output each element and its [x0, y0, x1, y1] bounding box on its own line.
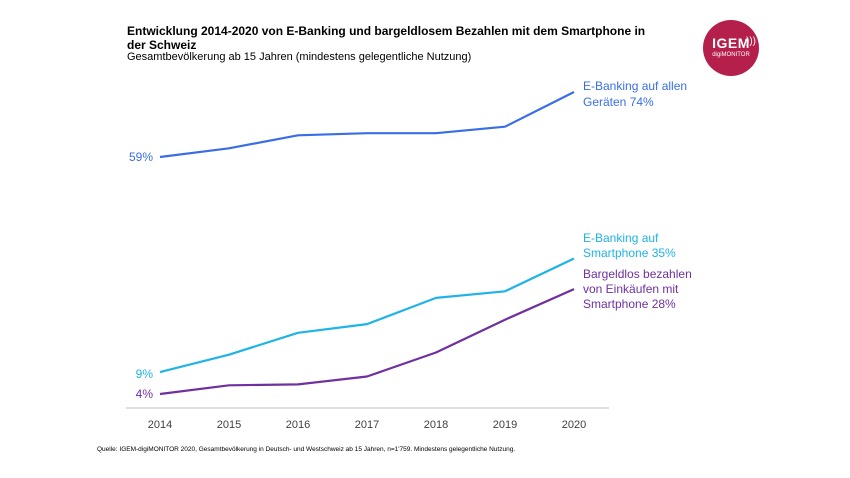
x-tick-label: 2020 — [562, 419, 586, 431]
start-value-label: 4% — [136, 387, 154, 401]
sound-waves-icon: ))) — [746, 36, 756, 47]
chart-title: Entwicklung 2014-2020 von E-Banking und … — [127, 24, 646, 52]
x-tick-label: 2014 — [148, 419, 172, 431]
chart-subtitle: Gesamtbevölkerung ab 15 Jahren (mindeste… — [127, 51, 472, 63]
x-tick-label: 2018 — [424, 419, 448, 431]
x-tick-label: 2017 — [355, 419, 379, 431]
x-tick-label: 2019 — [493, 419, 517, 431]
series-end-label: E-Banking auf — [583, 231, 659, 245]
series-end-label: E-Banking auf allen — [583, 79, 687, 93]
series-end-label: Smartphone 28% — [583, 297, 676, 311]
logo-text: IGEM — [712, 35, 750, 51]
x-tick-label: 2015 — [217, 419, 241, 431]
series-end-label: Geräten 74% — [583, 95, 654, 109]
start-value-label: 59% — [129, 150, 153, 164]
igem-logo: IGEM digiMONITOR ))) — [703, 20, 759, 76]
logo-subtext: digiMONITOR — [712, 52, 750, 58]
series-line — [159, 257, 575, 374]
series-end-label: von Einkäufen mit — [583, 282, 679, 296]
series-line — [159, 91, 575, 159]
series-line — [159, 288, 575, 396]
source-note: Quelle: IGEM-digiMONITOR 2020, Gesamtbev… — [97, 446, 516, 453]
series-end-label: Bargeldlos bezahlen — [583, 267, 692, 281]
series-end-label: Smartphone 35% — [583, 246, 676, 260]
start-value-label: 9% — [136, 367, 154, 381]
x-tick-label: 2016 — [286, 419, 310, 431]
